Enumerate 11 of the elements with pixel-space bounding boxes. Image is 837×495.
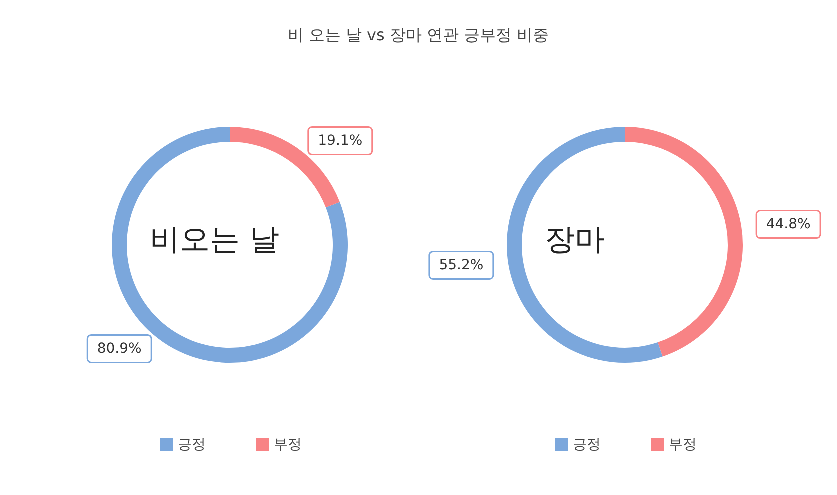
data-label: 19.1% bbox=[318, 133, 363, 150]
data-label: 80.9% bbox=[97, 340, 142, 357]
text: 장마 bbox=[545, 222, 605, 258]
legend-label: 부정 bbox=[669, 437, 697, 453]
data-label: 55.2% bbox=[439, 257, 484, 274]
text: 비오는 날 bbox=[150, 222, 280, 258]
text: 비 오는 날 vs 장마 연관 긍부정 비중 bbox=[288, 26, 550, 44]
legend-label: 긍정 bbox=[573, 437, 601, 453]
legend-label: 긍정 bbox=[178, 437, 206, 453]
legend-label: 부정 bbox=[274, 437, 302, 453]
data-label: 44.8% bbox=[766, 216, 811, 233]
